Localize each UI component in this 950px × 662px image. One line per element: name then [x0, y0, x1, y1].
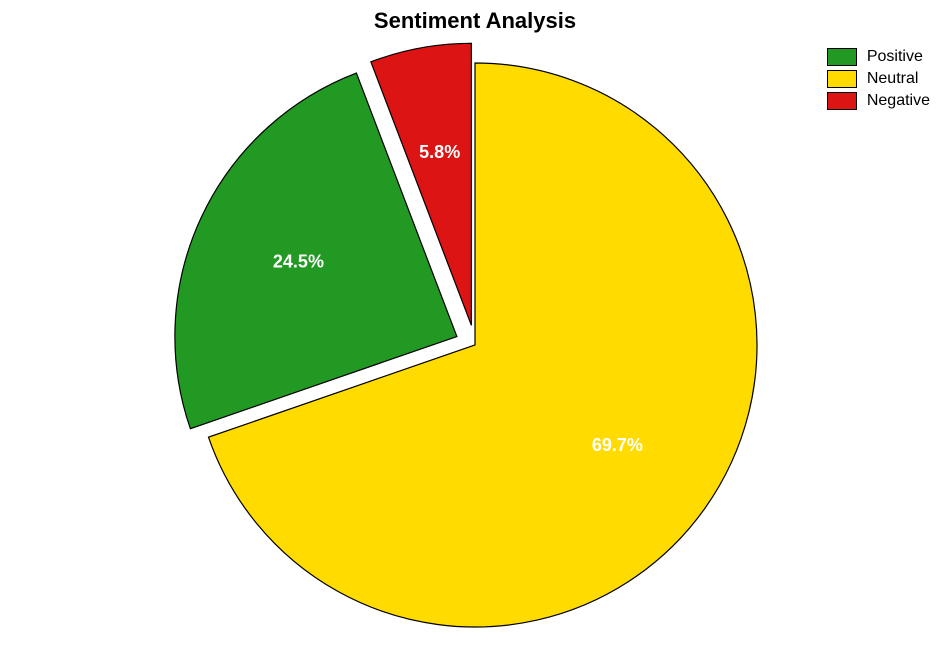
- legend-item-negative: Negative: [827, 92, 930, 110]
- pie-chart-svg: 69.7% 24.5% 5.8%: [0, 0, 950, 662]
- legend: Positive Neutral Negative: [827, 48, 930, 114]
- legend-label-neutral: Neutral: [867, 70, 919, 88]
- legend-swatch-negative: [827, 92, 857, 110]
- legend-item-positive: Positive: [827, 48, 930, 66]
- legend-label-positive: Positive: [867, 48, 923, 66]
- legend-swatch-positive: [827, 48, 857, 66]
- pie-chart-container: Sentiment Analysis 69.7%24.5%5.8% Positi…: [0, 0, 950, 662]
- pie-label-positive: 24.5%: [273, 251, 324, 271]
- legend-item-neutral: Neutral: [827, 70, 930, 88]
- legend-swatch-neutral: [827, 70, 857, 88]
- pie-label-negative: 5.8%: [419, 142, 460, 162]
- pie-label-neutral: 69.7%: [592, 435, 643, 455]
- legend-label-negative: Negative: [867, 92, 930, 110]
